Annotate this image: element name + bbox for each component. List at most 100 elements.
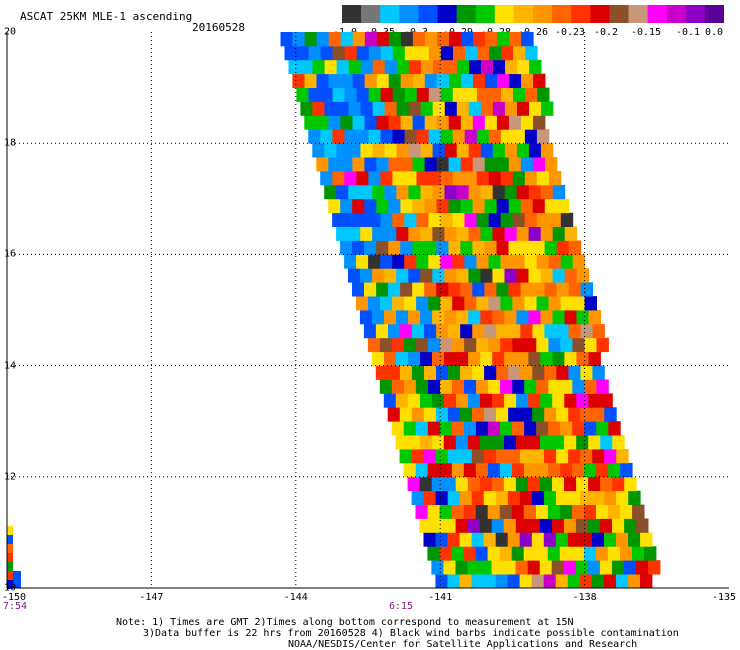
swath-cell <box>464 337 477 353</box>
swath-cell <box>540 351 553 366</box>
swath-cell <box>468 393 481 408</box>
swath-cell <box>584 379 597 394</box>
swath-cell <box>408 226 421 241</box>
swath-cell <box>404 87 418 102</box>
swath-cell <box>548 337 561 353</box>
swath-cell <box>412 198 425 214</box>
swath-cell <box>407 393 421 408</box>
swath-cell <box>548 462 561 478</box>
swath-cell <box>419 476 432 492</box>
swath-cell <box>484 282 497 297</box>
swath-cell <box>627 574 641 589</box>
swath-cell <box>424 240 437 255</box>
swath-cell <box>431 476 445 492</box>
swath-cell <box>515 560 528 575</box>
swath-cell <box>600 476 613 492</box>
swath-cell <box>484 157 498 172</box>
swath-cell <box>560 421 573 436</box>
swath-cell <box>372 268 385 283</box>
edge-marker <box>7 553 13 562</box>
swath-cell <box>532 407 545 422</box>
swath-cell <box>529 101 542 116</box>
swath-cell <box>288 59 301 75</box>
swath-cell <box>547 546 561 561</box>
swath-cell <box>548 296 561 311</box>
swath-cell <box>544 282 557 297</box>
swath-cell <box>396 268 409 283</box>
swath-cell <box>519 490 533 505</box>
swath-cell <box>415 379 429 394</box>
swath-cell <box>452 212 465 227</box>
swath-cell <box>460 323 473 339</box>
colorbar-swatch <box>475 5 496 23</box>
swath-cell <box>544 449 557 464</box>
swath-cell <box>540 310 553 325</box>
swath-cell <box>632 504 645 519</box>
swath-cell <box>496 198 509 214</box>
swath-cell <box>472 407 485 422</box>
swath-cell <box>588 351 601 366</box>
swath-cell <box>520 407 533 422</box>
swath-cell <box>396 59 410 75</box>
swath-cell <box>336 226 349 241</box>
swath-cell <box>404 212 417 227</box>
swath-cell <box>520 240 533 255</box>
swath-cell <box>435 490 448 505</box>
swath-cell <box>580 490 593 505</box>
swath-cell <box>308 129 321 144</box>
swath-cell <box>492 310 505 325</box>
swath-cell <box>383 393 397 408</box>
swath-cell <box>447 532 460 547</box>
swath-cell <box>488 129 502 144</box>
swath-cell <box>387 407 401 422</box>
y-tick-label: 12 <box>4 471 17 483</box>
swath-cell <box>464 212 477 227</box>
swath-cell <box>460 73 474 88</box>
swath-cell <box>499 504 513 519</box>
swath-cell <box>395 393 409 408</box>
swath-cell <box>396 310 409 325</box>
swath-cell <box>392 254 405 269</box>
swath-cell <box>584 462 597 478</box>
swath-cell <box>524 296 537 311</box>
swath-cell <box>576 393 589 408</box>
swath-cell <box>388 73 402 88</box>
swath-cell <box>572 254 586 269</box>
swath-cell <box>527 560 541 575</box>
swath-cell <box>420 268 433 283</box>
swath-cell <box>469 59 482 75</box>
swath-cell <box>449 32 462 47</box>
swath-cell <box>388 157 401 172</box>
swath-cell <box>556 407 569 422</box>
swath-cell <box>535 546 549 561</box>
swath-cell <box>424 115 438 130</box>
swath-cell <box>368 171 381 186</box>
swath-cell <box>428 87 442 102</box>
swath-cell <box>487 504 501 519</box>
swath-cell <box>455 518 468 533</box>
swath-cell <box>552 184 566 200</box>
swath-cell <box>548 379 561 394</box>
swath-cell <box>388 323 401 339</box>
swath-cell <box>480 351 493 366</box>
swath-cell <box>332 129 345 144</box>
swath-cell <box>456 143 470 158</box>
colorbar-label: -0.23 <box>554 27 586 38</box>
swath-cell <box>435 532 448 547</box>
swath-cell <box>444 268 457 283</box>
swath-cell <box>521 32 534 47</box>
swath-cell <box>516 143 530 158</box>
swath-cell <box>580 282 593 297</box>
swath-cell <box>608 462 621 478</box>
swath-cell <box>376 157 389 172</box>
swath-cell <box>379 379 393 394</box>
swath-cell <box>500 254 513 269</box>
swath-cell <box>537 87 550 102</box>
swath-cell <box>544 157 558 172</box>
swath-cell <box>479 476 493 492</box>
swath-cell <box>488 87 502 102</box>
note-line-1: Note: 1) Times are GMT 2)Times along bot… <box>116 617 574 628</box>
swath-cell <box>416 87 430 102</box>
swath-cell <box>563 560 577 575</box>
swath-cell <box>392 87 406 102</box>
